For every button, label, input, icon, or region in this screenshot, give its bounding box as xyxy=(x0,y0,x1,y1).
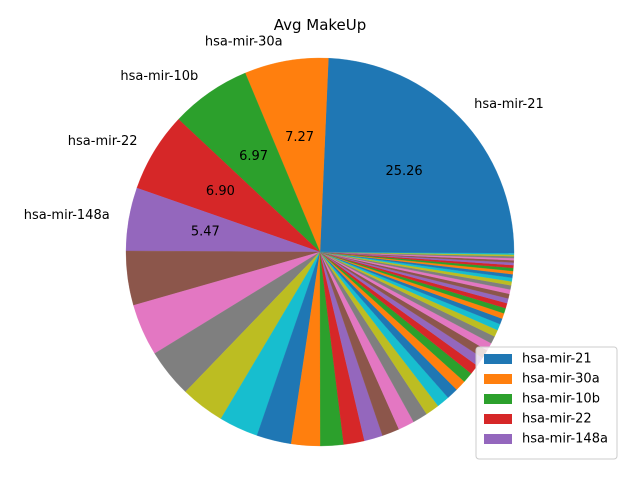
slice-label-hsa-mir-30a: hsa-mir-30a xyxy=(205,34,283,49)
slice-value-labels: 25.26 7.27 6.97 6.90 5.47 xyxy=(191,130,423,240)
chart-title: Avg MakeUp xyxy=(274,16,367,34)
slice-value-hsa-mir-148a: 5.47 xyxy=(191,225,220,240)
slice-value-hsa-mir-21: 25.26 xyxy=(385,164,422,179)
slice-value-hsa-mir-22: 6.90 xyxy=(206,184,235,199)
legend-swatch-hsa-mir-30a xyxy=(484,374,512,384)
legend-label-hsa-mir-30a: hsa-mir-30a xyxy=(522,372,600,387)
legend-swatch-hsa-mir-22 xyxy=(484,414,512,424)
slice-value-hsa-mir-10b: 6.97 xyxy=(239,149,268,164)
slice-label-hsa-mir-22: hsa-mir-22 xyxy=(68,134,138,149)
pie-slices xyxy=(125,57,515,447)
slice-label-hsa-mir-148a: hsa-mir-148a xyxy=(24,208,110,223)
slice-labels: hsa-mir-21 hsa-mir-30a hsa-mir-10b hsa-mir-… xyxy=(24,34,544,223)
legend-label-hsa-mir-148a: hsa-mir-148a xyxy=(522,432,608,447)
legend: hsa-mir-21 hsa-mir-30a hsa-mir-10b hsa-mir-… xyxy=(475,346,618,460)
slice-value-hsa-mir-30a: 7.27 xyxy=(285,130,314,145)
slice-label-hsa-mir-10b: hsa-mir-10b xyxy=(120,69,198,84)
slice-hsa-mir-21 xyxy=(319,58,515,253)
slice-unlabeled-46 xyxy=(319,251,515,254)
legend-label-hsa-mir-22: hsa-mir-22 xyxy=(522,412,592,427)
legend-swatch-hsa-mir-21 xyxy=(484,354,512,364)
legend-swatch-hsa-mir-10b xyxy=(484,394,512,404)
legend-label-hsa-mir-10b: hsa-mir-10b xyxy=(522,392,600,407)
legend-swatch-hsa-mir-148a xyxy=(484,434,512,444)
legend-label-hsa-mir-21: hsa-mir-21 xyxy=(522,352,592,367)
slice-label-hsa-mir-21: hsa-mir-21 xyxy=(474,97,544,112)
